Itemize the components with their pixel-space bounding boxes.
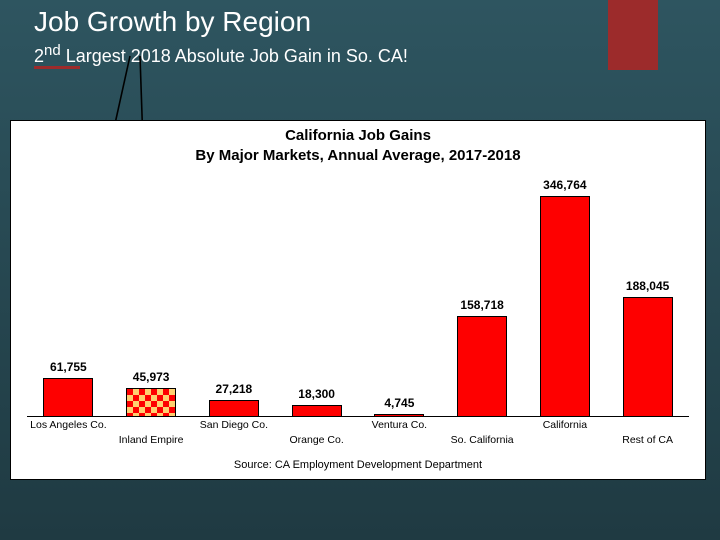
chart-frame: California Job Gains By Major Markets, A… bbox=[10, 120, 706, 480]
bar-value-label-0: 61,755 bbox=[50, 360, 87, 374]
bar-5 bbox=[457, 316, 507, 417]
x-category-6: California bbox=[543, 419, 587, 431]
x-category-7: Rest of CA bbox=[622, 434, 673, 446]
accent-bar bbox=[608, 0, 658, 70]
subtitle-underline bbox=[34, 66, 80, 69]
x-axis-labels: Los Angeles Co. Inland Empire San Diego Co… bbox=[27, 419, 689, 451]
subtitle-pre: 2 bbox=[34, 46, 44, 66]
x-category-3: Orange Co. bbox=[289, 434, 343, 446]
chart-plot-area: 61,755 45,973 27,218 18,300 4,745 158,718 346,… bbox=[27, 175, 689, 417]
x-category-5: So. California bbox=[451, 434, 514, 446]
bar-0 bbox=[43, 378, 93, 417]
bar-2 bbox=[209, 400, 259, 417]
slide-root: Job Growth by Region 2nd Largest 2018 Ab… bbox=[0, 0, 720, 540]
bar-value-label-7: 188,045 bbox=[626, 279, 669, 293]
bar-value-label-5: 158,718 bbox=[460, 298, 503, 312]
bar-3 bbox=[292, 405, 342, 417]
bar-4 bbox=[374, 414, 424, 417]
slide-subtitle: 2nd Largest 2018 Absolute Job Gain in So… bbox=[34, 42, 408, 67]
bar-value-label-4: 4,745 bbox=[384, 396, 414, 410]
chart-source: Source: CA Employment Development Depart… bbox=[11, 459, 705, 471]
x-category-1: Inland Empire bbox=[119, 434, 184, 446]
chart-title: California Job Gains bbox=[11, 127, 705, 144]
bar-value-label-3: 18,300 bbox=[298, 387, 335, 401]
subtitle-post: Largest 2018 Absolute Job Gain in So. CA… bbox=[61, 46, 408, 66]
bar-1 bbox=[126, 388, 176, 417]
bar-value-label-1: 45,973 bbox=[133, 370, 170, 384]
slide-title: Job Growth by Region bbox=[34, 6, 311, 38]
bar-7 bbox=[623, 297, 673, 417]
x-category-2: San Diego Co. bbox=[200, 419, 268, 431]
bar-value-label-2: 27,218 bbox=[216, 382, 253, 396]
x-category-0: Los Angeles Co. bbox=[30, 419, 106, 431]
bar-value-label-6: 346,764 bbox=[543, 178, 586, 192]
x-category-4: Ventura Co. bbox=[372, 419, 427, 431]
subtitle-sup: nd bbox=[44, 42, 61, 59]
chart-subtitle: By Major Markets, Annual Average, 2017-2… bbox=[11, 147, 705, 164]
bar-6 bbox=[540, 196, 590, 417]
